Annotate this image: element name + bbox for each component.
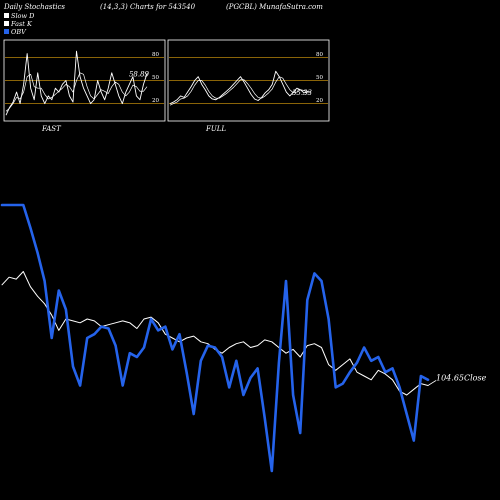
header-right-text: (PGCBL) MunafaSutra.com [226,3,323,11]
legend-swatch-slow-d [4,13,9,18]
legend-label-fast-k: Fast K [10,20,33,28]
close-label-leader [427,380,437,386]
full-tick-label-80: 80 [316,52,323,58]
full-series-line-1 [169,70,311,105]
full-tick-label-50: 50 [316,75,323,81]
full-tick-label-20: 20 [316,98,323,104]
fast-tick-label-50: 50 [152,75,159,81]
fast-tick-label-20: 20 [152,98,159,104]
fast-series-line-2 [5,72,148,112]
legend: Slow D Fast K OBV [4,12,35,36]
fast-series-line-1 [5,50,148,116]
legend-swatch-fast-k [4,21,9,26]
legend-swatch-obv [4,29,9,34]
legend-label-slow-d: Slow D [11,12,35,20]
obv-line [0,203,430,473]
full-series-line-2 [169,76,312,106]
legend-label-obv: OBV [11,28,27,36]
header-mid-text: (14,3,3) Charts for 543540 [100,3,196,11]
full-last-value-label: 35.33 [292,89,313,97]
close-last-label: 104.65Close [436,374,487,383]
full-panel-title: FULL [205,125,226,133]
fast-last-value-label: 58.89 [129,71,150,79]
close-price-line [1,271,429,396]
fast-tick-label-80: 80 [152,52,159,58]
fast-panel-title: FAST [41,125,62,133]
full-stochastic-panel: FULL 20 50 80 35.33 [167,39,330,133]
header-left-text: Daily Stochastics [3,3,65,11]
fast-stochastic-panel: FAST 20 50 80 58.89 [3,39,166,133]
price-obv-chart: 104.65Close [0,203,487,473]
